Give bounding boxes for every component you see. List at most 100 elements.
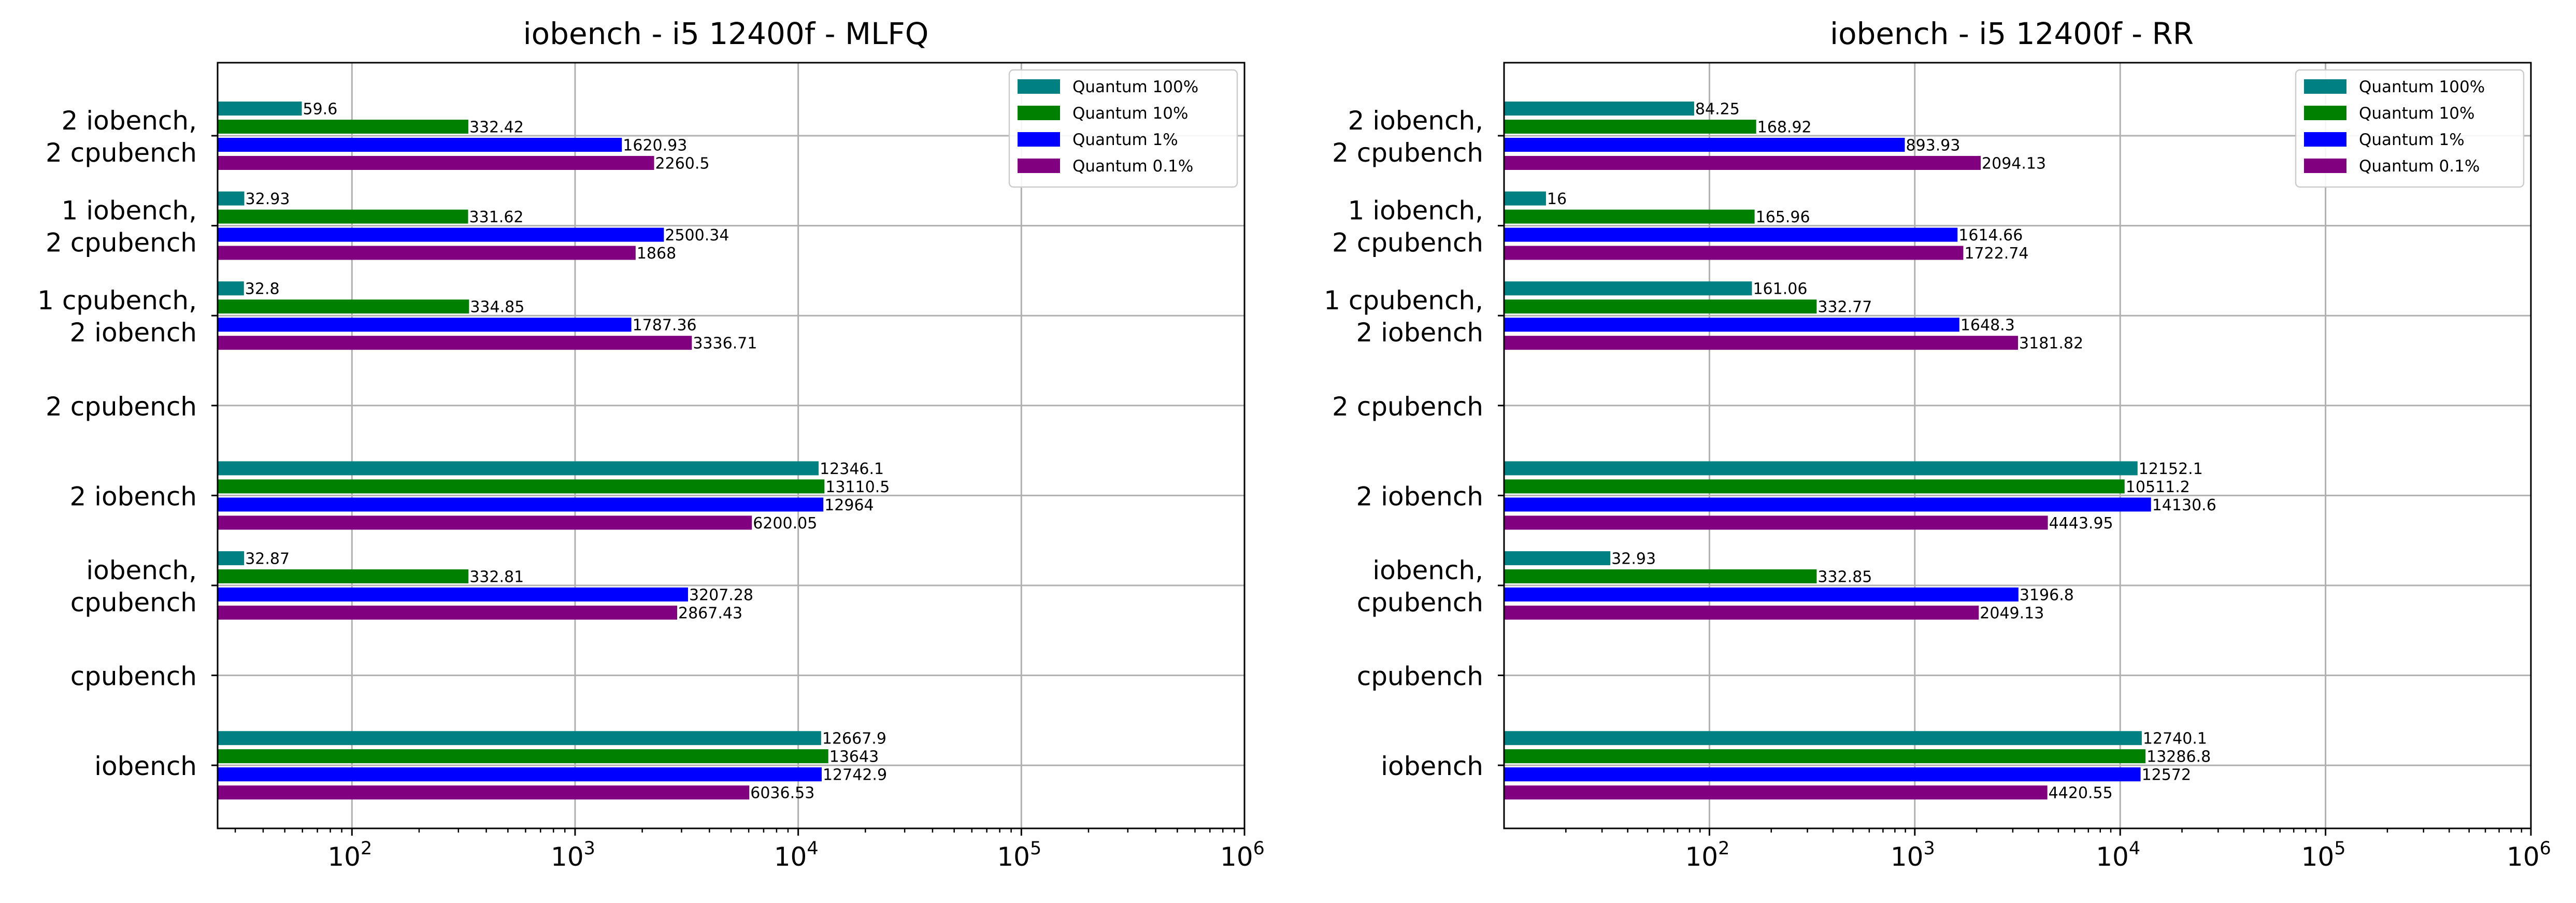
bar (218, 102, 302, 116)
legend-swatch (1018, 159, 1060, 173)
bar-value-labels: 84.25 16 161.06 12152.1 32.93 12740.1 168.92 16… (1547, 101, 2216, 802)
category-label: 2 cpubench (1332, 228, 1483, 258)
x-tick-label: 106 (1220, 838, 1265, 872)
bar (218, 120, 468, 134)
bar-marks (1504, 102, 2151, 800)
bar-value-label: 12742.9 (823, 766, 887, 784)
bar-value-label: 16 (1547, 190, 1567, 208)
bar (218, 606, 678, 620)
x-tick-base: 10 (997, 842, 1030, 872)
bar-value-label: 2094.13 (1982, 155, 2046, 173)
bar (218, 479, 825, 494)
bar (218, 318, 632, 332)
bar-value-label: 332.77 (1817, 298, 1872, 317)
bar (1504, 336, 2019, 350)
x-tick-label: 105 (997, 838, 1041, 872)
bar (218, 749, 828, 764)
bar (218, 767, 822, 782)
bar-value-label: 893.93 (1906, 137, 1960, 155)
x-tick-label: 104 (774, 838, 819, 872)
legend-entry: Quantum 100% (1072, 78, 1198, 96)
legend-entry: Quantum 10% (1072, 104, 1188, 123)
x-tick-exponent: 6 (1253, 838, 1265, 859)
bar-value-label: 1868 (637, 245, 676, 263)
category-label: 2 iobench (69, 318, 197, 348)
bar-value-label: 12667.9 (822, 730, 886, 748)
chart-panel-mlfq: iobench - i5 12400f - MLFQ 59.6 32.93 32.8… (37, 16, 1265, 872)
legend-swatch (1018, 106, 1060, 120)
bar (1504, 785, 2048, 800)
x-tick-exponent: 5 (1030, 838, 1041, 859)
category-label: cpubench (1357, 587, 1483, 618)
category-label: 1 cpubench, (37, 285, 197, 316)
x-tick-base: 10 (1685, 842, 1718, 872)
category-label: 1 iobench, (1348, 196, 1483, 226)
category-label: iobench, (1372, 555, 1483, 585)
x-tick-base: 10 (551, 842, 584, 872)
bar (218, 209, 468, 224)
bar (1504, 515, 2048, 530)
bar (1504, 461, 2138, 476)
bar (1504, 606, 1979, 620)
x-tick-label: 103 (1891, 838, 1935, 872)
x-tick-base: 10 (2096, 842, 2129, 872)
x-tick-base: 10 (774, 842, 807, 872)
legend-swatch (1018, 79, 1060, 94)
category-label: cpubench (1357, 662, 1483, 692)
legend-frame (2295, 69, 2525, 188)
bar (1504, 749, 2146, 764)
bar (1504, 209, 1755, 224)
category-label: 2 iobench (1356, 481, 1483, 511)
bar-value-label: 13286.8 (2146, 748, 2211, 766)
x-tick-base: 10 (1220, 842, 1253, 872)
bar-value-label: 2867.43 (678, 605, 742, 623)
category-label: 1 cpubench, (1324, 285, 1483, 316)
bar-value-label: 12964 (824, 496, 874, 514)
bar (218, 227, 664, 242)
bar (218, 731, 821, 746)
bar-value-label: 4420.55 (2049, 784, 2113, 802)
bar-value-label: 161.06 (1753, 280, 1807, 298)
bar-value-label: 1614.66 (1958, 226, 2023, 245)
legend-swatch (2304, 106, 2346, 120)
x-tick-exponent: 3 (1923, 838, 1935, 859)
bar (218, 299, 469, 314)
bar-value-label: 1787.36 (633, 317, 697, 335)
bar (218, 497, 824, 512)
plot-frame (217, 62, 1246, 829)
x-tick-base: 10 (2301, 842, 2335, 872)
bar (218, 191, 245, 206)
chart-panel-rr: iobench - i5 12400f - RR 84.25 16 161.06 12… (1324, 16, 2551, 872)
category-label: 2 cpubench (46, 138, 197, 168)
x-axis-ticks: 102 103 104 105 106 (1565, 828, 2551, 872)
bar (1504, 731, 2142, 746)
x-tick-label: 103 (551, 838, 595, 872)
x-tick-exponent: 2 (361, 838, 372, 859)
bar (218, 569, 469, 583)
bar-marks (218, 102, 828, 800)
category-label: 2 cpubench (1332, 392, 1483, 422)
category-label: iobench, (86, 555, 197, 585)
bar-value-label: 2049.13 (1980, 605, 2044, 623)
bar (1504, 191, 1546, 206)
x-tick-label: 102 (327, 838, 372, 872)
bar (1504, 138, 1905, 152)
x-tick-base: 10 (1891, 842, 1924, 872)
chart-title: iobench - i5 12400f - RR (1830, 16, 2194, 51)
bar (1504, 767, 2141, 782)
category-label: 2 iobench (1356, 318, 1483, 348)
bar-value-label: 13643 (829, 748, 879, 766)
bar-value-label: 332.85 (1817, 568, 1872, 586)
bar (1504, 246, 1964, 260)
category-label: iobench (94, 751, 197, 781)
x-tick-exponent: 5 (2334, 838, 2345, 859)
x-tick-exponent: 6 (2540, 838, 2551, 859)
bar-value-label: 59.6 (303, 101, 337, 119)
bar-value-label: 12740.1 (2143, 730, 2207, 748)
legend-frame (1008, 69, 1238, 188)
bar-value-labels: 59.6 32.93 32.8 12346.1 32.87 12667.9 332.42 33… (245, 101, 890, 802)
bar (218, 785, 750, 800)
bar-value-label: 3336.71 (693, 335, 757, 353)
bar-value-label: 1620.93 (623, 137, 687, 155)
